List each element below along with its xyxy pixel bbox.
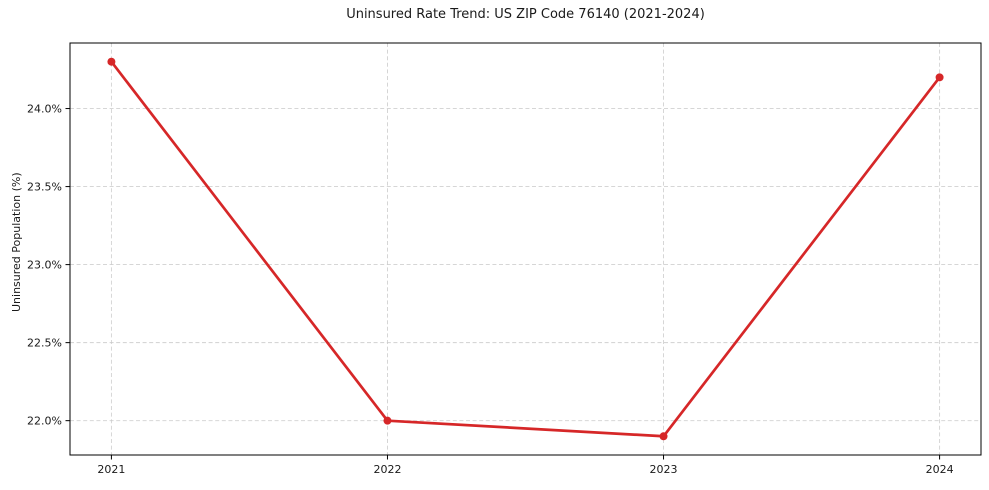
y-tick-label: 24.0% <box>27 103 62 116</box>
data-point-2021 <box>107 57 116 66</box>
y-tick-label: 22.5% <box>27 337 62 350</box>
chart-title: Uninsured Rate Trend: US ZIP Code 76140 … <box>346 7 705 22</box>
data-point-2023 <box>659 432 668 441</box>
plot-border <box>69 42 982 456</box>
y-tick-label: 22.0% <box>27 415 62 428</box>
trend-line <box>110 60 941 438</box>
data-point-2024 <box>935 73 944 82</box>
x-tick-label: 2023 <box>650 463 678 476</box>
x-tick-label: 2021 <box>97 463 125 476</box>
y-tick-label: 23.5% <box>27 181 62 194</box>
x-tick-label: 2022 <box>373 463 401 476</box>
y-tick-label: 23.0% <box>27 259 62 272</box>
x-tick-label: 2024 <box>926 463 954 476</box>
data-point-2022 <box>383 416 392 425</box>
